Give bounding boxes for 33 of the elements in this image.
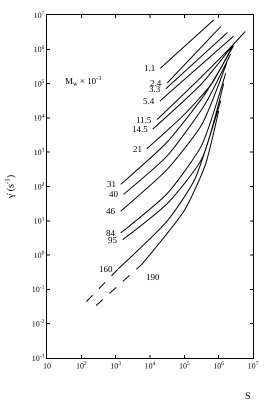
series-label: 5.4 [143,96,155,106]
x-tick-label: 10$^{7}$ [248,361,259,371]
x-axis-title: S [245,391,251,400]
series-label: 1.1 [144,63,156,73]
series-label: 46 [106,206,116,216]
y-tick-label: 10$^{6}$ [34,44,45,54]
y-tick-label: 10$^{1}$ [34,216,45,226]
y-tick-label: 10$^{-1}$ [32,284,45,294]
series-label: 84 [106,228,116,238]
x-tick-label: 10$^{2}$ [76,361,87,371]
x-tick-label: 10$^{4}$ [144,361,156,371]
series-label: 31 [107,179,116,189]
y-tick-label: 10$^{-3}$ [32,353,45,363]
series-label: 40 [109,189,118,199]
series-label: 95 [108,235,118,245]
x-tick-label: 10 [43,362,51,371]
y-tick-label: 10$^{5}$ [34,79,45,88]
y-tick-label: 10$^{-2}$ [32,319,45,328]
series-label: 11.5 [136,115,152,125]
y-tick-label: 10$^{0}$ [34,250,45,260]
series-label: 160 [99,264,113,274]
x-tick-label: 10$^{5}$ [178,361,190,371]
x-tick-label: 10$^{6}$ [213,361,224,371]
x-tick-label: 10$^{3}$ [110,361,122,371]
series-label: 21 [133,144,142,154]
y-tick-label: 10$^{7}$ [34,10,45,20]
series-label: 14.5 [132,124,148,134]
annotation: M$_{w}$ × 10$^{-3}$ [65,75,102,88]
y-tick-label: 10$^{4}$ [34,113,45,123]
series-label: 190 [146,272,160,282]
y-tick-label: 10$^{3}$ [34,148,45,157]
y-tick-label: 10$^{2}$ [34,182,45,192]
series-label: 2.4 [150,78,162,88]
